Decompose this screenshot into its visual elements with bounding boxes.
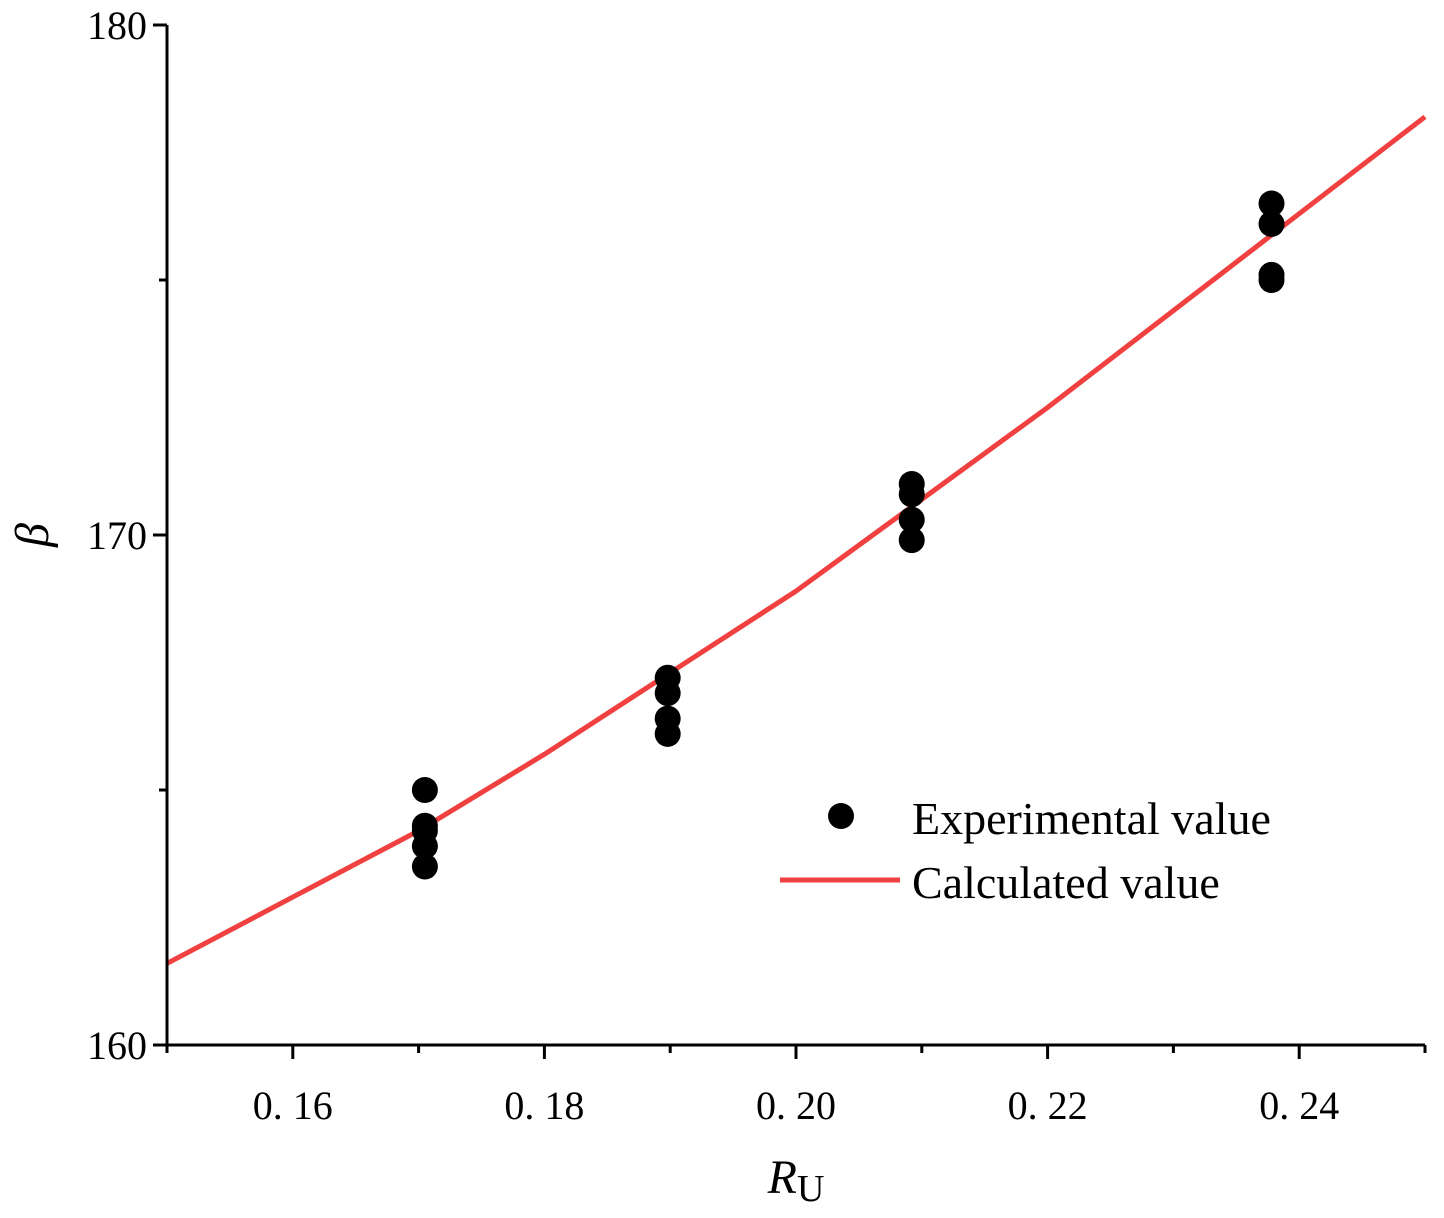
experimental-point [1258, 267, 1285, 293]
experimental-point [1258, 190, 1285, 217]
x-tick-label: 0. 24 [1259, 1083, 1339, 1128]
x-tick-label: 0. 20 [756, 1083, 836, 1128]
experimental-point [411, 833, 438, 860]
calculated-value-line [165, 114, 1427, 966]
y-tick-label: 170 [87, 513, 147, 558]
legend-label-experimental: Experimental value [912, 793, 1271, 844]
experimental-point [411, 777, 438, 803]
plot-area [165, 114, 1427, 966]
x-axis-title-subscript: U [797, 1168, 824, 1210]
x-axis-title-main: R [767, 1151, 797, 1204]
experimental-point [898, 481, 925, 508]
x-tick-label: 0. 22 [1008, 1083, 1088, 1128]
axes: 0. 16 0. 18 0. 20 0. 22 0. 24 160 170 180 [87, 3, 1427, 1128]
x-axis-title: RU [767, 1151, 825, 1210]
legend-label-calculated: Calculated value [912, 857, 1220, 908]
legend-marker-experimental [828, 803, 854, 829]
axis-titles: RUβ [6, 523, 824, 1210]
experimental-point [898, 527, 925, 554]
legend: Experimental value Calculated value [780, 793, 1271, 908]
x-tick-label: 0. 16 [253, 1083, 333, 1128]
experimental-point [898, 506, 925, 533]
y-axis-title: β [6, 523, 59, 548]
experimental-point [411, 853, 438, 880]
y-tick-label: 160 [87, 1023, 147, 1068]
experimental-point [1258, 210, 1285, 237]
y-tick-label: 180 [87, 3, 147, 48]
experimental-point [654, 680, 681, 707]
experimental-point [654, 720, 681, 747]
x-tick-label: 0. 18 [504, 1083, 584, 1128]
